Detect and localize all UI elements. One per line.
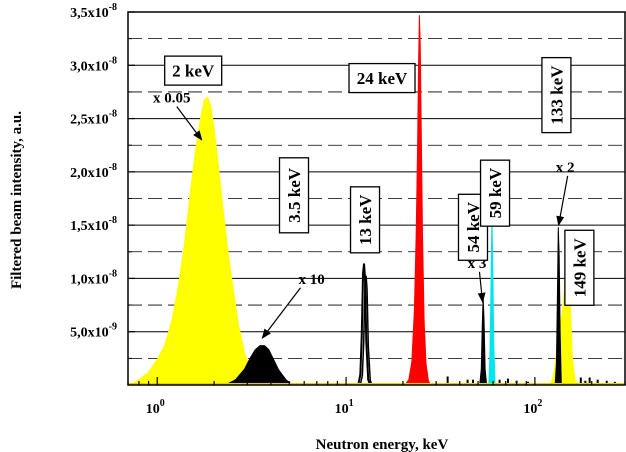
series-line <box>357 263 372 385</box>
peak-label-box <box>349 186 381 254</box>
peak-label-group: 133 keV <box>541 56 572 134</box>
peak-label-box <box>541 56 572 134</box>
peak-label: 149 keV <box>570 238 589 298</box>
series-area <box>554 227 562 385</box>
peak-label-box <box>564 229 595 306</box>
peak-label-box <box>479 159 511 227</box>
y-tick-label: 2,0x10-8 <box>70 162 117 181</box>
peak-label: 24 keV <box>357 69 408 88</box>
y-tick-label: 5,0x10-9 <box>70 322 117 341</box>
series-area <box>225 345 294 385</box>
y-tick-label: 2,5x10-8 <box>70 109 117 128</box>
x-tick-label: 102 <box>523 398 542 417</box>
axes: 5,0x10-9 1,0x10-8 1,5x10-8 2,0x10-8 2,5x10-8… <box>70 2 626 417</box>
y-tick-label: 3,5x10-8 <box>70 2 117 21</box>
multiplier-label: x 10 <box>299 272 325 288</box>
series-area <box>479 296 488 385</box>
peak-label: 133 keV <box>547 65 566 125</box>
multiplier-arrow <box>261 287 302 339</box>
multiplier-label: x 0.05 <box>153 91 191 107</box>
peak-label: 54 keV <box>464 201 483 252</box>
peak-label: 13 keV <box>356 194 375 245</box>
peak-label: 59 keV <box>486 167 505 218</box>
peak-label-box <box>164 55 223 86</box>
series-line-inner <box>359 275 373 385</box>
peak-label-group: 59 keV <box>479 159 511 227</box>
multiplier-arrow <box>556 175 569 227</box>
peak-label-box <box>278 157 310 234</box>
peak-label: 2 keV <box>172 62 215 81</box>
multiplier-label: x 2 <box>556 160 575 176</box>
y-tick-label: 3,0x10-8 <box>70 55 117 74</box>
y-tick-label: 1,5x10-8 <box>70 215 117 234</box>
series-area <box>488 217 496 385</box>
y-axis-title: Filtered beam intensity, a.u. <box>9 111 25 289</box>
peak-label-box <box>348 62 416 94</box>
multiplier-arrow <box>176 106 203 141</box>
x-tick-label: 101 <box>335 398 354 417</box>
multiplier-arrow <box>477 271 486 303</box>
peak-label-group: 24 keV <box>348 62 416 94</box>
y-tick-label: 1,0x10-8 <box>70 268 117 287</box>
series-area <box>404 15 432 385</box>
peak-label-group: 149 keV <box>564 229 595 306</box>
peak-label-group: 2 keV <box>164 55 223 86</box>
peak-label: 3.5 keV <box>285 167 304 223</box>
peak-label-group: 13 keV <box>349 186 381 254</box>
x-axis-title: Neutron energy, keV <box>316 437 449 452</box>
x-tick-label: 100 <box>146 398 165 417</box>
peak-label-group: 3.5 keV <box>278 157 310 234</box>
series-group <box>128 15 625 385</box>
